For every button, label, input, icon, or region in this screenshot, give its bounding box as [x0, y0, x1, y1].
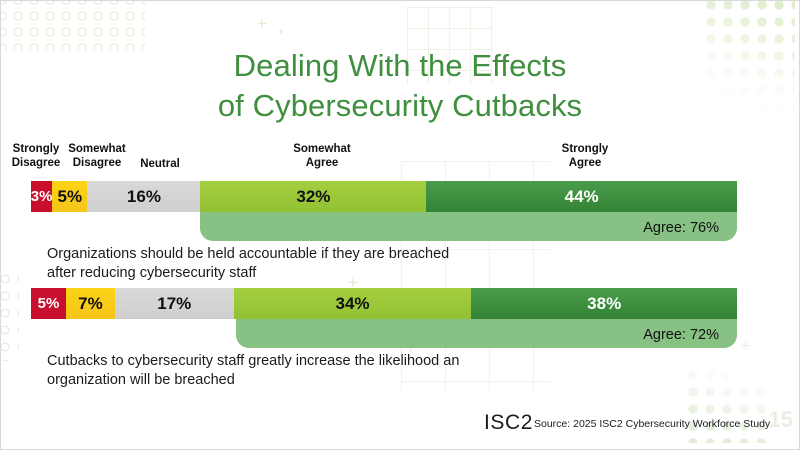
agree-total-label: Agree: 72% [643, 327, 719, 343]
bar-segment-somewhat-agree: 34% [233, 288, 472, 319]
slide-title-line-2: of Cybersecurity Cutbacks [217, 88, 583, 124]
stacked-bar: 3% 5% 16% 32% 44% [31, 181, 737, 212]
chart-legend: Strongly Disagree Somewhat Disagree Neut… [1, 142, 799, 174]
bar-segment-neutral: 16% [87, 181, 201, 212]
legend-label-neutral: Neutral [140, 158, 180, 170]
stacked-bar: 5% 7% 17% 34% 38% [31, 288, 737, 319]
isc2-logo: ISC2 [484, 411, 534, 434]
bar-segment-somewhat-agree: 32% [200, 181, 427, 212]
decorative-plus-icon: + [433, 352, 442, 369]
decorative-plus-icon: + [277, 24, 285, 39]
bar-segment-strongly-disagree: 3% [31, 181, 52, 212]
legend-label-strongly-agree: Strongly Agree [561, 143, 609, 170]
bar-segment-somewhat-disagree: 5% [52, 181, 88, 212]
slide-title-line-1: Dealing With the Effects [233, 47, 567, 83]
legend-label-strongly-disagree: Strongly Disagree [11, 143, 61, 170]
slide-footer: ISC2 Source: 2025 ISC2 Cybersecurity Wor… [1, 407, 799, 435]
decorative-plus-icon: + [257, 14, 267, 33]
agree-total-label: Agree: 76% [643, 220, 719, 236]
decorative-plus-icon: + [741, 338, 751, 355]
legend-label-somewhat-disagree: Somewhat Disagree [68, 143, 126, 170]
bar-segment-strongly-disagree: 5% [31, 288, 66, 319]
slide-number: 15 [768, 407, 793, 432]
decorative-circles-top-left [1, 1, 145, 51]
bar-segment-somewhat-disagree: 7% [65, 288, 115, 319]
bar-segment-strongly-agree: 44% [426, 181, 737, 212]
bar-segment-strongly-agree: 38% [471, 288, 737, 319]
decorative-plus-icon: + [405, 338, 417, 359]
row-statement: Cutbacks to cybersecurity staff greatly … [47, 353, 460, 389]
bar-segment-neutral: 17% [114, 288, 234, 319]
decorative-plus-icon: + [347, 272, 359, 294]
row-statement: Organizations should be held accountable… [47, 246, 450, 282]
legend-label-somewhat-agree: Somewhat Agree [293, 143, 351, 170]
source-citation: Source: 2025 ISC2 Cybersecurity Workforc… [534, 418, 773, 430]
decorative-circles-left [1, 271, 19, 361]
slide-title: Dealing With the Effects of Cybersecurit… [1, 46, 799, 127]
